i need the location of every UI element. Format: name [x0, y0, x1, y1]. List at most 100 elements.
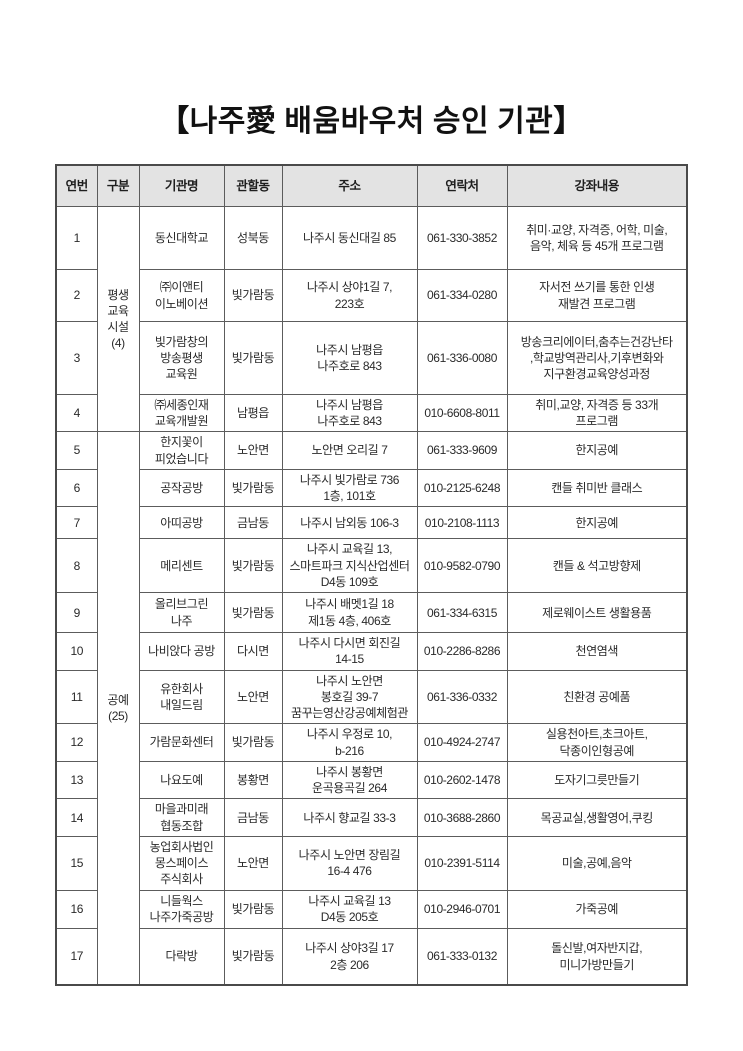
- cell-address: 나주시 남외동 106-3: [281, 506, 418, 540]
- cell-courses: 한지공예: [506, 506, 688, 540]
- cell-no: 11: [55, 669, 98, 725]
- cell-no: 12: [55, 723, 98, 763]
- cell-courses: 친환경 공예품: [506, 669, 688, 725]
- cell-courses: 한지공예: [506, 431, 688, 470]
- cell-name: 나비앉다 공방: [138, 632, 225, 671]
- cell-category-group: 공예 (25): [96, 431, 140, 986]
- cell-courses: 취미,교양, 자격증 등 33개 프로그램: [506, 393, 688, 433]
- cell-address: 나주시 남평읍 나주호로 843: [281, 321, 418, 395]
- header-address: 주소: [281, 164, 418, 207]
- cell-district: 금남동: [223, 798, 283, 837]
- cell-no: 4: [55, 393, 98, 433]
- cell-district: 성북동: [223, 206, 283, 270]
- cell-name: 빛가람창의 방송평생 교육원: [138, 321, 225, 395]
- cell-district: 빛가람동: [223, 889, 283, 929]
- cell-no: 16: [55, 889, 98, 929]
- cell-phone: 010-9582-0790: [416, 538, 508, 594]
- cell-phone: 010-2391-5114: [416, 835, 508, 891]
- cell-address: 나주시 남평읍 나주호로 843: [281, 393, 418, 433]
- cell-name: 올리브그린 나주: [138, 592, 225, 634]
- cell-name: 동신대학교: [138, 206, 225, 270]
- cell-phone: 061-333-9609: [416, 431, 508, 470]
- cell-address: 나주시 교육길 13 D4동 205호: [281, 889, 418, 929]
- cell-phone: 061-336-0080: [416, 321, 508, 395]
- cell-address: 나주시 빛가람로 736 1층, 101호: [281, 468, 418, 508]
- cell-phone: 010-6608-8011: [416, 393, 508, 433]
- cell-address: 나주시 상야1길 7, 223호: [281, 269, 418, 322]
- cell-no: 2: [55, 269, 98, 322]
- header-phone: 연락처: [416, 164, 508, 207]
- table-row: 10 나비앉다 공방 다시면 나주시 다시면 회진길 14-15 010-228…: [55, 632, 688, 671]
- cell-name: 마을과미래 협동조합: [138, 798, 225, 837]
- table-row: 7 아띠공방 금남동 나주시 남외동 106-3 010-2108-1113 한…: [55, 506, 688, 540]
- cell-courses: 가죽공예: [506, 889, 688, 929]
- cell-address: 나주시 교육길 13, 스마트파크 지식산업센터 D4동 109호: [281, 538, 418, 594]
- table-row: 3 빛가람창의 방송평생 교육원 빛가람동 나주시 남평읍 나주호로 843 0…: [55, 321, 688, 395]
- header-courses: 강좌내용: [506, 164, 688, 207]
- cell-name: ㈜이앤티 이노베이션: [138, 269, 225, 322]
- cell-courses: 돌신발,여자반지갑, 미니가방만들기: [506, 927, 688, 986]
- cell-address: 나주시 봉황면 운곡용곡길 264: [281, 761, 418, 800]
- header-no: 연번: [55, 164, 98, 207]
- cell-no: 14: [55, 798, 98, 837]
- cell-name: 가람문화센터: [138, 723, 225, 763]
- cell-no: 5: [55, 431, 98, 470]
- cell-courses: 제로웨이스트 생활용품: [506, 592, 688, 634]
- table-row: 13 나요도예 봉황면 나주시 봉황면 운곡용곡길 264 010-2602-1…: [55, 761, 688, 800]
- cell-address: 나주시 노안면 장림길 16-4 476: [281, 835, 418, 891]
- cell-phone: 061-334-0280: [416, 269, 508, 322]
- cell-address: 나주시 동신대길 85: [281, 206, 418, 270]
- table-row: 11 유한회사 내일드림 노안면 나주시 노안면 봉호길 39-7 꿈꾸는영산강…: [55, 669, 688, 725]
- cell-address: 나주시 노안면 봉호길 39-7 꿈꾸는영산강공예체험관: [281, 669, 418, 725]
- cell-address: 나주시 배멧1길 18 제1동 4층, 406호: [281, 592, 418, 634]
- cell-district: 금남동: [223, 506, 283, 540]
- cell-no: 6: [55, 468, 98, 508]
- cell-phone: 010-2946-0701: [416, 889, 508, 929]
- cell-district: 빛가람동: [223, 538, 283, 594]
- cell-district: 빛가람동: [223, 723, 283, 763]
- header-category: 구분: [96, 164, 140, 207]
- table-row: 12 가람문화센터 빛가람동 나주시 우정로 10, b-216 010-492…: [55, 723, 688, 763]
- cell-no: 15: [55, 835, 98, 891]
- cell-no: 1: [55, 206, 98, 270]
- cell-district: 빛가람동: [223, 269, 283, 322]
- cell-district: 빛가람동: [223, 468, 283, 508]
- cell-name: 다락방: [138, 927, 225, 986]
- cell-phone: 010-2602-1478: [416, 761, 508, 800]
- page-title: 【나주愛 배움바우처 승인 기관】: [159, 105, 584, 138]
- table-row: 1 평생 교육 시설 (4) 동신대학교 성북동 나주시 동신대길 85 061-…: [55, 205, 688, 433]
- cell-district: 남평읍: [223, 393, 283, 433]
- cell-name: 공작공방: [138, 468, 225, 508]
- cell-address: 노안면 오리길 7: [281, 431, 418, 470]
- cell-courses: 천연염색: [506, 632, 688, 671]
- cell-phone: 010-2108-1113: [416, 506, 508, 540]
- table-row: 9 올리브그린 나주 빛가람동 나주시 배멧1길 18 제1동 4층, 406호…: [55, 592, 688, 634]
- cell-no: 8: [55, 538, 98, 594]
- cell-courses: 방송크리에이터,춤추는건강난타 ,학교방역관리사,기후변화와 지구환경교육양성과…: [506, 321, 688, 395]
- cell-no: 10: [55, 632, 98, 671]
- table-row: 6 공작공방 빛가람동 나주시 빛가람로 736 1층, 101호 010-21…: [55, 468, 688, 508]
- cell-courses: 캔들 & 석고방향제: [506, 538, 688, 594]
- cell-name: 농업회사법인 몽스페이스 주식회사: [138, 835, 225, 891]
- cell-no: 13: [55, 761, 98, 800]
- table-row: 15 농업회사법인 몽스페이스 주식회사 노안면 나주시 노안면 장림길 16-…: [55, 835, 688, 891]
- table-row: 14 마을과미래 협동조합 금남동 나주시 향교길 33-3 010-3688-…: [55, 798, 688, 837]
- cell-district: 다시면: [223, 632, 283, 671]
- cell-name: ㈜세종인재 교육개발원: [138, 393, 225, 433]
- cell-courses: 캔들 취미반 클래스: [506, 468, 688, 508]
- institutions-table: 연번 구분 기관명 관할동 주소 연락처 강좌내용 1 평생 교육 시설 (4)…: [55, 164, 688, 987]
- header-row: 연번 구분 기관명 관할동 주소 연락처 강좌내용: [55, 164, 688, 207]
- cell-phone: 010-2125-6248: [416, 468, 508, 508]
- cell-address: 나주시 다시면 회진길 14-15: [281, 632, 418, 671]
- cell-address: 나주시 향교길 33-3: [281, 798, 418, 837]
- cell-phone: 010-3688-2860: [416, 798, 508, 837]
- table-row: 8 메리센트 빛가람동 나주시 교육길 13, 스마트파크 지식산업센터 D4동…: [55, 538, 688, 594]
- table-header: 연번 구분 기관명 관할동 주소 연락처 강좌내용: [55, 164, 688, 207]
- cell-district: 노안면: [223, 669, 283, 725]
- cell-phone: 061-336-0332: [416, 669, 508, 725]
- cell-courses: 취미·교양, 자격증, 어학, 미술, 음악, 체육 등 45개 프로그램: [506, 206, 688, 270]
- cell-courses: 실용천아트,초크아트, 닥종이인형공예: [506, 723, 688, 763]
- cell-address: 나주시 상야3길 17 2층 206: [281, 927, 418, 986]
- cell-district: 빛가람동: [223, 592, 283, 634]
